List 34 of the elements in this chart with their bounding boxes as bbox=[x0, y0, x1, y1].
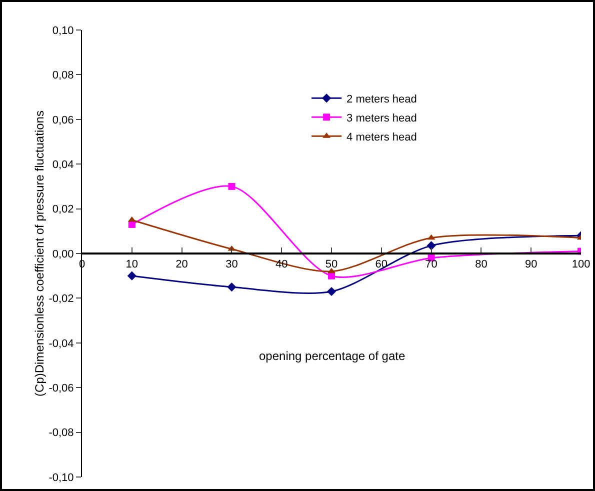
y-tick-label: -0,06 bbox=[48, 382, 74, 394]
x-tick-label: 10 bbox=[126, 258, 138, 271]
y-tick-label: 0,10 bbox=[52, 24, 74, 37]
x-tick-label: 70 bbox=[425, 258, 438, 271]
point bbox=[426, 241, 436, 250]
y-tick-label: -0,08 bbox=[48, 427, 74, 440]
x-tick-label: 60 bbox=[375, 258, 388, 271]
x-axis-title: opening percentage of gate bbox=[259, 349, 406, 363]
point bbox=[328, 272, 335, 280]
point bbox=[128, 216, 136, 222]
x-tick-label: 50 bbox=[325, 258, 338, 271]
point bbox=[128, 220, 136, 228]
x-tick-label: 100 bbox=[572, 258, 590, 271]
y-tick-label: -0,04 bbox=[48, 338, 74, 350]
y-tick-label: 0,04 bbox=[52, 158, 74, 171]
legend-label: 3 meters head bbox=[346, 112, 417, 124]
x-tick-label: 30 bbox=[226, 258, 238, 271]
x-tick-label: 90 bbox=[524, 258, 538, 271]
legend-label: 2 meters head bbox=[346, 93, 417, 106]
y-tick-label: -0,02 bbox=[48, 293, 74, 306]
x-tick-label: 80 bbox=[475, 258, 488, 271]
y-tick-label: 0,06 bbox=[52, 114, 74, 126]
y-tick-label: 0,02 bbox=[52, 204, 74, 216]
y-tick-label: -0,10 bbox=[48, 472, 74, 484]
point bbox=[228, 182, 236, 190]
y-tick-label: 0,00 bbox=[52, 248, 74, 260]
point bbox=[326, 286, 336, 296]
legend-label: 4 meters head bbox=[346, 131, 417, 144]
point bbox=[227, 282, 236, 292]
x-tick-label: 20 bbox=[176, 258, 188, 271]
point bbox=[127, 271, 136, 280]
point bbox=[427, 234, 436, 240]
y-axis-title: (Cp)Dimensionless coefficient of pressure fluctuations bbox=[32, 110, 47, 396]
y-tick-label: 0,08 bbox=[52, 70, 74, 82]
